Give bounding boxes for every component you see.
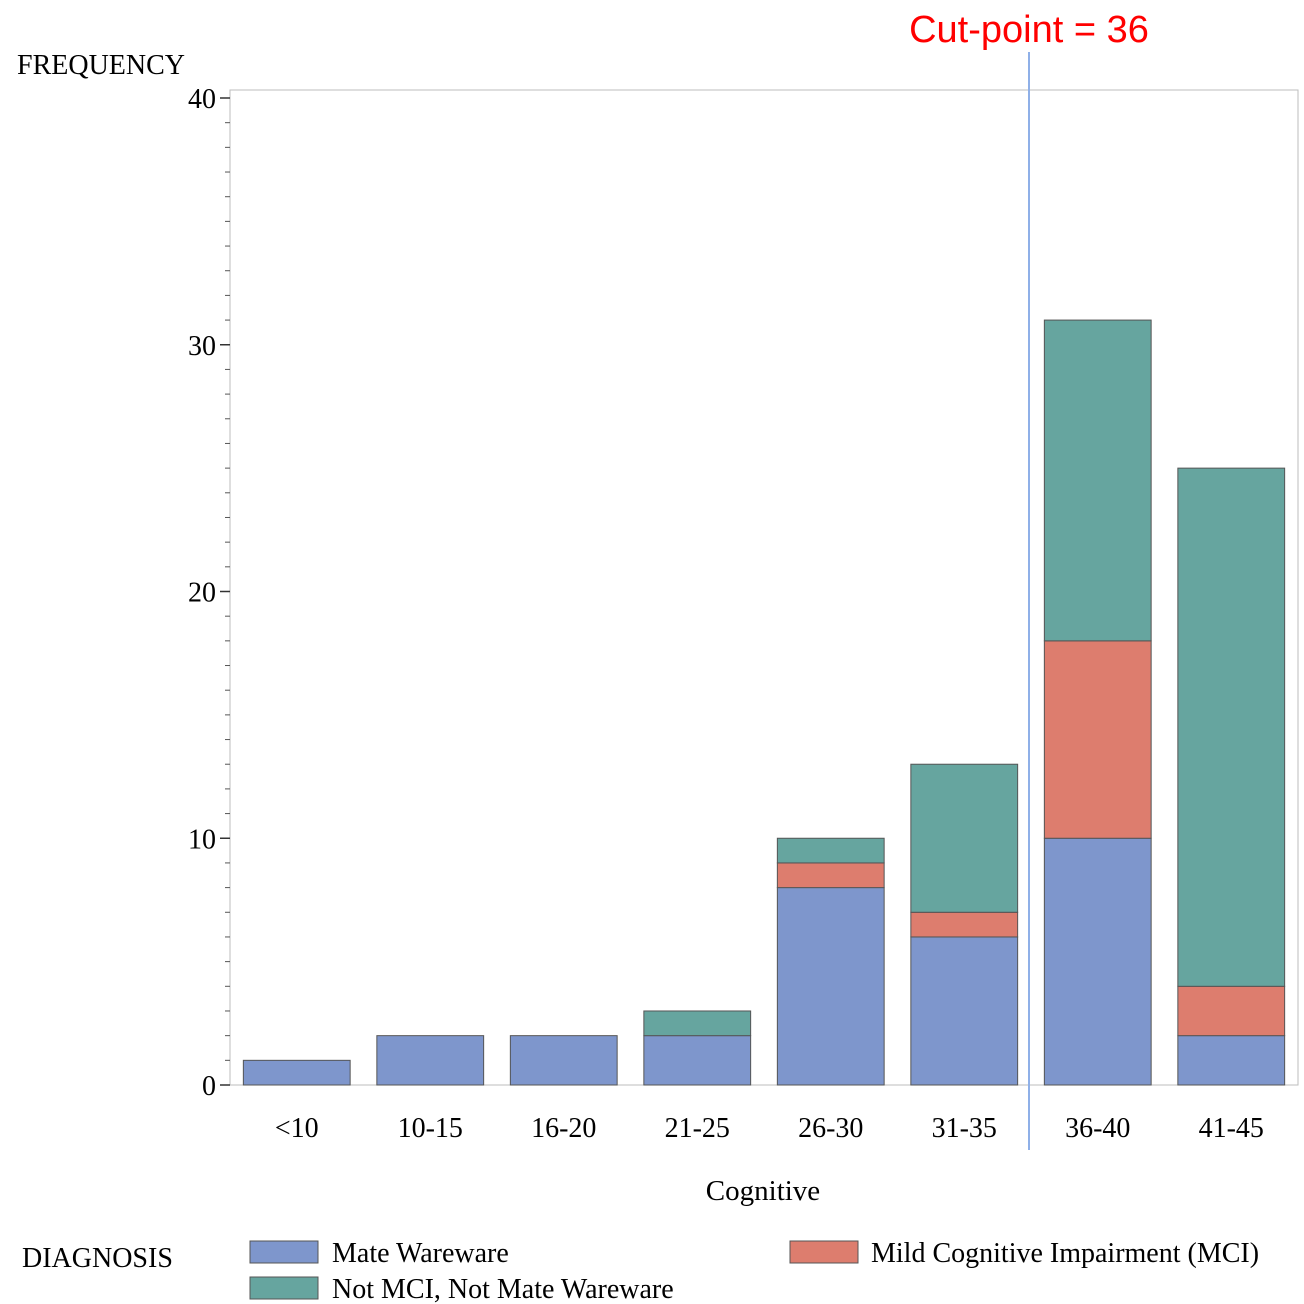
x-axis-tick-labels: <10 10-15 16-20 21-25 26-30 31-35 36-40 41-45 [275,1113,1264,1144]
legend-swatch [249,1276,319,1300]
bars [242,319,1286,1086]
y-tick-label: 30 [188,331,216,362]
bar-segment [643,1035,752,1086]
y-tick-label: 10 [188,824,216,855]
bar-segment [776,862,885,889]
bar-segment [1043,837,1152,1086]
bar-segment [1043,319,1152,642]
y-tick-label: 0 [202,1071,216,1102]
bar-segment [376,1035,485,1086]
bar-segment [643,1010,752,1037]
bar-segment [776,837,885,864]
x-axis-label: Cognitive [706,1175,820,1207]
y-tick-label: 40 [188,84,216,115]
legend-label: Not MCI, Not Mate Wareware [332,1274,674,1304]
x-tick-label: 41-45 [1199,1113,1264,1144]
y-tick-label: 20 [188,578,216,609]
x-tick-label: 31-35 [932,1113,997,1144]
bar-segment [1177,985,1286,1037]
bar-segment [776,887,885,1086]
legend-swatch [249,1240,319,1264]
bar-segment [910,911,1019,938]
legend-label: Mild Cognitive Impairment (MCI) [871,1238,1259,1269]
cut-point-annotation: Cut-point = 36 [909,9,1149,51]
bar-segment [509,1035,618,1086]
bar-segment [1043,640,1152,839]
y-axis-label: FREQUENCY [17,50,185,81]
bar-segment [1177,1035,1286,1086]
x-tick-label: 26-30 [798,1113,863,1144]
plot-area [229,89,1299,1086]
x-tick-label: <10 [275,1113,319,1144]
x-tick-label: 36-40 [1065,1113,1130,1144]
legend-items: Mate Wareware Mild Cognitive Impairment (… [249,1238,1259,1304]
x-tick-label: 21-25 [665,1113,730,1144]
legend-label: Mate Wareware [332,1238,509,1269]
x-tick-label: 16-20 [531,1113,596,1144]
legend: DIAGNOSIS Mate Wareware Mild Cognitive Im… [22,1238,1259,1304]
x-tick-label: 10-15 [398,1113,463,1144]
legend-title: DIAGNOSIS [22,1243,173,1274]
bar-segment [910,763,1019,913]
y-axis: 0 10 20 30 40 [188,84,230,1102]
bar-segment [1177,467,1286,987]
bar-segment [242,1059,351,1086]
bar-segment [910,936,1019,1086]
legend-swatch [789,1240,859,1264]
